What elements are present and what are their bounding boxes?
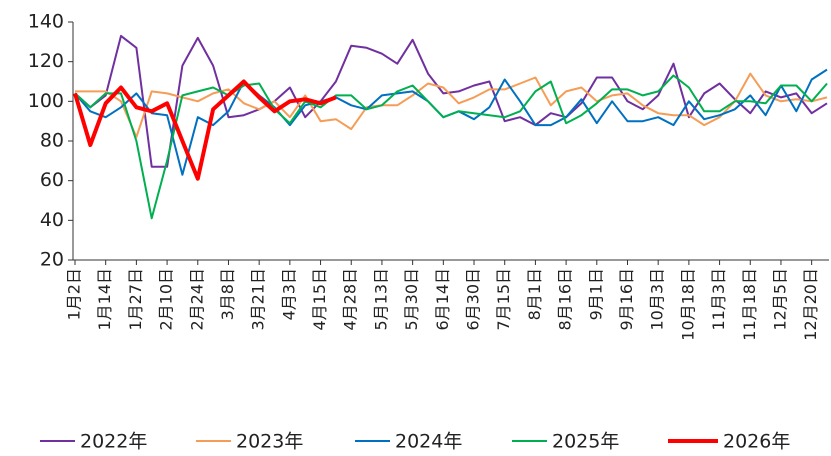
x-tick-label: 5月13日 xyxy=(371,268,390,331)
x-tick-label: 3月8日 xyxy=(218,268,237,320)
x-tick-label: 3月21日 xyxy=(249,268,268,331)
series-line xyxy=(74,74,828,220)
x-tick-label: 4月3日 xyxy=(279,268,298,320)
x-tick-label: 6月30日 xyxy=(464,268,483,331)
x-tick-label: 2月24日 xyxy=(187,268,206,331)
x-tick-label: 10月18日 xyxy=(678,268,697,341)
x-tick-label: 11月3日 xyxy=(709,268,728,331)
y-tick-label: 20 xyxy=(40,249,64,271)
y-tick-label: 100 xyxy=(28,90,64,112)
x-tick-label: 8月1日 xyxy=(525,268,544,320)
x-tick-label: 11月18日 xyxy=(740,268,759,341)
x-tick-label: 6月14日 xyxy=(433,268,452,331)
y-tick-label: 40 xyxy=(40,209,64,231)
legend-label: 2024年 xyxy=(395,431,462,453)
x-tick-label: 2月10日 xyxy=(157,268,176,331)
y-tick-label: 120 xyxy=(28,50,64,72)
x-tick-label: 12月5日 xyxy=(770,268,789,331)
legend-label: 2023年 xyxy=(236,431,303,453)
series-line xyxy=(73,79,337,181)
x-tick-label: 1月2日 xyxy=(65,268,84,320)
x-tick-label: 1月27日 xyxy=(126,268,145,331)
x-tick-label: 1月14日 xyxy=(95,268,114,331)
x-tick-label: 4月15日 xyxy=(310,268,329,331)
x-tick-label: 10月3日 xyxy=(648,268,667,331)
x-tick-label: 9月16日 xyxy=(617,268,636,331)
y-tick-label: 80 xyxy=(40,130,64,152)
x-tick-label: 4月28日 xyxy=(341,268,360,331)
legend-label: 2022年 xyxy=(80,431,147,453)
x-tick-label: 12月20日 xyxy=(801,268,820,341)
y-tick-label: 140 xyxy=(28,11,64,33)
legend-label: 2025年 xyxy=(552,431,619,453)
series-line xyxy=(74,34,828,168)
x-tick-label: 5月30日 xyxy=(402,268,421,331)
x-tick-label: 9月1日 xyxy=(586,268,605,320)
legend-label: 2026年 xyxy=(723,431,790,453)
x-tick-label: 7月15日 xyxy=(494,268,513,331)
series-line xyxy=(75,72,828,138)
y-tick-label: 60 xyxy=(40,169,64,191)
x-tick-label: 8月16日 xyxy=(556,268,575,331)
